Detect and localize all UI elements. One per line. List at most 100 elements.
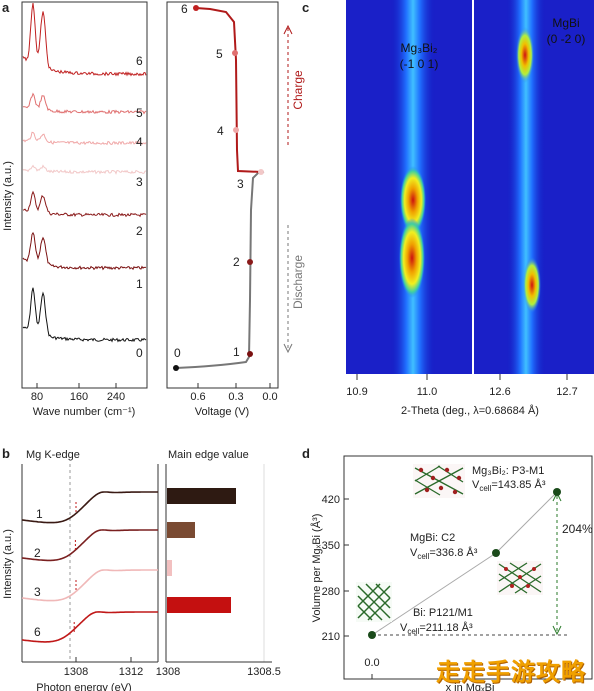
xas-xlabel: Photon energy (eV) <box>36 682 131 691</box>
bar-2 <box>167 522 195 538</box>
xtick-12.6: 12.6 <box>489 386 510 398</box>
volume-ylabel: Volume per MgₓBi (Å³) <box>310 514 323 623</box>
heatmap-right-hkl: (0 -2 0) <box>547 32 586 46</box>
xas-label-3: 3 <box>34 585 41 599</box>
voltage-label-0: 0 <box>174 346 181 360</box>
raman-xtick-80: 80 <box>31 391 43 403</box>
voltage-point-5 <box>232 50 238 56</box>
discharge-curve <box>175 171 265 369</box>
voltage-point-3 <box>258 169 264 175</box>
bar-xtick-1308: 1308 <box>156 666 180 678</box>
raman-spectrum-2 <box>22 190 147 218</box>
ann-bi-value: =211.18 Å³ <box>419 621 473 634</box>
ann-mgbi-volume: Vcell=336.8 Å³ <box>410 546 478 561</box>
ann-mgbi-sub: cell <box>417 552 429 561</box>
panel-b-letter: b <box>2 446 10 461</box>
structure-mg3bi2-icon <box>413 464 465 498</box>
voltage-point-2 <box>247 259 253 265</box>
xas-curve-6 <box>21 611 158 643</box>
panel-d-letter: d <box>302 446 310 461</box>
spectrum-label-3: 3 <box>136 175 143 189</box>
raman-spectrum-6 <box>22 3 147 77</box>
voltage-xtick-0.6: 0.6 <box>190 391 205 403</box>
voltage-point-0 <box>173 365 179 371</box>
charge-label: Charge <box>291 70 305 110</box>
xtick-11.0: 11.0 <box>417 386 438 398</box>
xas-xticks: 1308 1312 <box>64 657 143 678</box>
xas-curve-1 <box>21 491 158 524</box>
xtick-12.7: 12.7 <box>556 386 577 398</box>
raman-curve-labels: 0 1 2 3 4 5 6 <box>136 54 143 360</box>
voltage-point-4 <box>233 127 239 133</box>
spectrum-label-2: 2 <box>136 224 143 238</box>
voltage-point-1 <box>247 351 253 357</box>
ann-bi-volume: Vcell=211.18 Å³ <box>400 621 473 636</box>
volume-yticks: 210 280 350 420 <box>322 494 349 643</box>
voltage-label-5: 5 <box>216 47 223 61</box>
ytick-350: 350 <box>322 540 340 552</box>
expansion-percent: 204% <box>562 522 593 536</box>
spectrum-label-5: 5 <box>136 106 143 120</box>
structure-mgbi-icon <box>497 561 543 595</box>
voltage-points: 0 1 2 3 4 5 6 <box>173 2 264 371</box>
panel-a: a Intensity (a.u.) 80 160 240 Wave numbe… <box>2 0 305 418</box>
voltage-label-3: 3 <box>237 177 244 191</box>
xas-curves <box>21 491 158 643</box>
expansion-arrow-head-down <box>552 625 562 636</box>
point-mgbi <box>492 549 500 557</box>
heatmap-right-peak-lower <box>523 257 541 313</box>
xas-label-1: 1 <box>36 507 43 521</box>
bar-title: Main edge value <box>168 449 249 461</box>
heatmap-xticks: 10.9 11.0 12.6 12.7 <box>346 374 578 398</box>
point-mg3bi2 <box>553 488 561 496</box>
panel-c-letter: c <box>302 0 309 15</box>
xtick-0.0: 0.0 <box>364 657 379 669</box>
discharge-label: Discharge <box>291 255 305 309</box>
ann-bi-v: V <box>400 622 408 634</box>
ann-mgbi-value: =336.8 Å³ <box>429 546 477 559</box>
ann-mgbi-v: V <box>410 547 418 559</box>
spectrum-label-4: 4 <box>136 135 143 149</box>
discharge-arrow: Discharge <box>283 225 305 354</box>
spectrum-label-6: 6 <box>136 54 143 68</box>
spectrum-label-1: 1 <box>136 277 143 291</box>
raman-xticks: 80 160 240 <box>31 383 125 403</box>
volume-xlabel: x in MgₓBi <box>446 682 495 691</box>
panel-c: c Mg₃Bi₂ (-1 0 1) MgBi (0 -2 0) 10.9 11.… <box>302 0 594 417</box>
raman-spectrum-4 <box>22 131 147 146</box>
xas-label-2: 2 <box>34 546 41 560</box>
raman-frame <box>21 1 148 389</box>
panel-b: b Mg K-edge Main edge value Intensity (a… <box>2 446 281 691</box>
bar-6 <box>167 597 231 613</box>
xas-label-6: 6 <box>34 625 41 639</box>
ann-bi-phase: Bi: P121/M1 <box>413 607 473 619</box>
ytick-210: 210 <box>322 631 340 643</box>
ann-mg3bi2-phase: Mg₃Bi₂: P3-M1 <box>472 465 544 477</box>
ytick-280: 280 <box>322 586 340 598</box>
panel-d: d Volume per MgₓBi (Å³) 210 280 350 420 … <box>302 446 593 691</box>
ann-mg3bi2-sub: cell <box>479 484 491 493</box>
voltage-label-2: 2 <box>233 255 240 269</box>
voltage-xlabel: Voltage (V) <box>195 406 249 418</box>
xas-xtick-1312: 1312 <box>119 666 143 678</box>
ann-mgbi-phase: MgBi: C2 <box>410 532 455 544</box>
voltage-label-6: 6 <box>181 2 188 16</box>
raman-spectrum-0 <box>22 287 147 343</box>
ann-mg3bi2-value: =143.85 Å³ <box>491 478 545 491</box>
raman-ylabel: Intensity (a.u.) <box>2 161 14 231</box>
heatmap-left-peak-lower <box>399 218 425 298</box>
raman-spectrum-3 <box>22 164 147 175</box>
xas-ylabel: Intensity (a.u.) <box>2 529 14 599</box>
voltage-xticks: 0.6 0.3 0.0 <box>190 383 278 403</box>
panel-a-letter: a <box>2 0 10 15</box>
ann-mg3bi2-volume: Vcell=143.85 Å³ <box>472 478 546 493</box>
voltage-frame <box>166 1 279 389</box>
voltage-xtick-0.3: 0.3 <box>228 391 243 403</box>
heatmap-left-hkl: (-1 0 1) <box>400 57 439 71</box>
ann-bi-sub: cell <box>407 627 419 636</box>
structure-bi-icon <box>356 582 392 622</box>
xas-curve-labels: 1 2 3 6 <box>34 507 43 639</box>
raman-xtick-240: 240 <box>107 391 125 403</box>
raman-xtick-160: 160 <box>70 391 88 403</box>
